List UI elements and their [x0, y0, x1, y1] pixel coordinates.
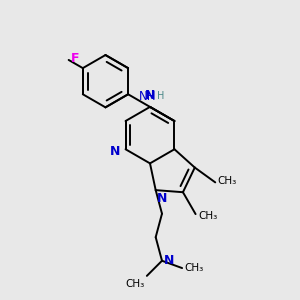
Text: CH₃: CH₃	[218, 176, 237, 186]
Text: CH₃: CH₃	[184, 263, 204, 273]
Text: F: F	[71, 52, 80, 65]
Text: N: N	[164, 254, 174, 267]
Text: N: N	[110, 145, 120, 158]
Text: N: N	[157, 192, 167, 205]
Text: H: H	[157, 91, 164, 101]
Text: CH₃: CH₃	[198, 211, 217, 220]
Text: N: N	[145, 88, 155, 102]
Text: NH: NH	[139, 90, 157, 103]
Text: CH₃: CH₃	[125, 279, 145, 290]
